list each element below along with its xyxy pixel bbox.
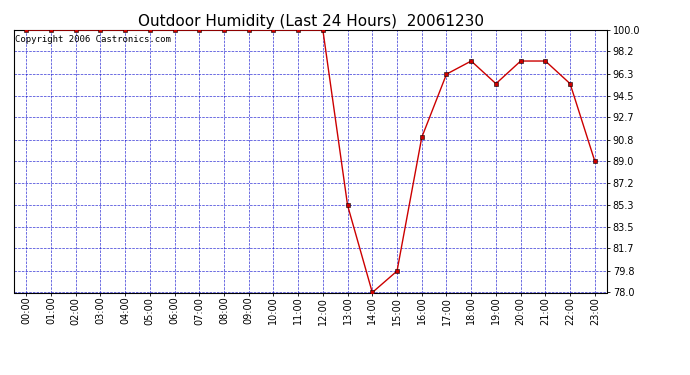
Text: Copyright 2006 Castronics.com: Copyright 2006 Castronics.com <box>15 35 171 44</box>
Title: Outdoor Humidity (Last 24 Hours)  20061230: Outdoor Humidity (Last 24 Hours) 2006123… <box>137 14 484 29</box>
